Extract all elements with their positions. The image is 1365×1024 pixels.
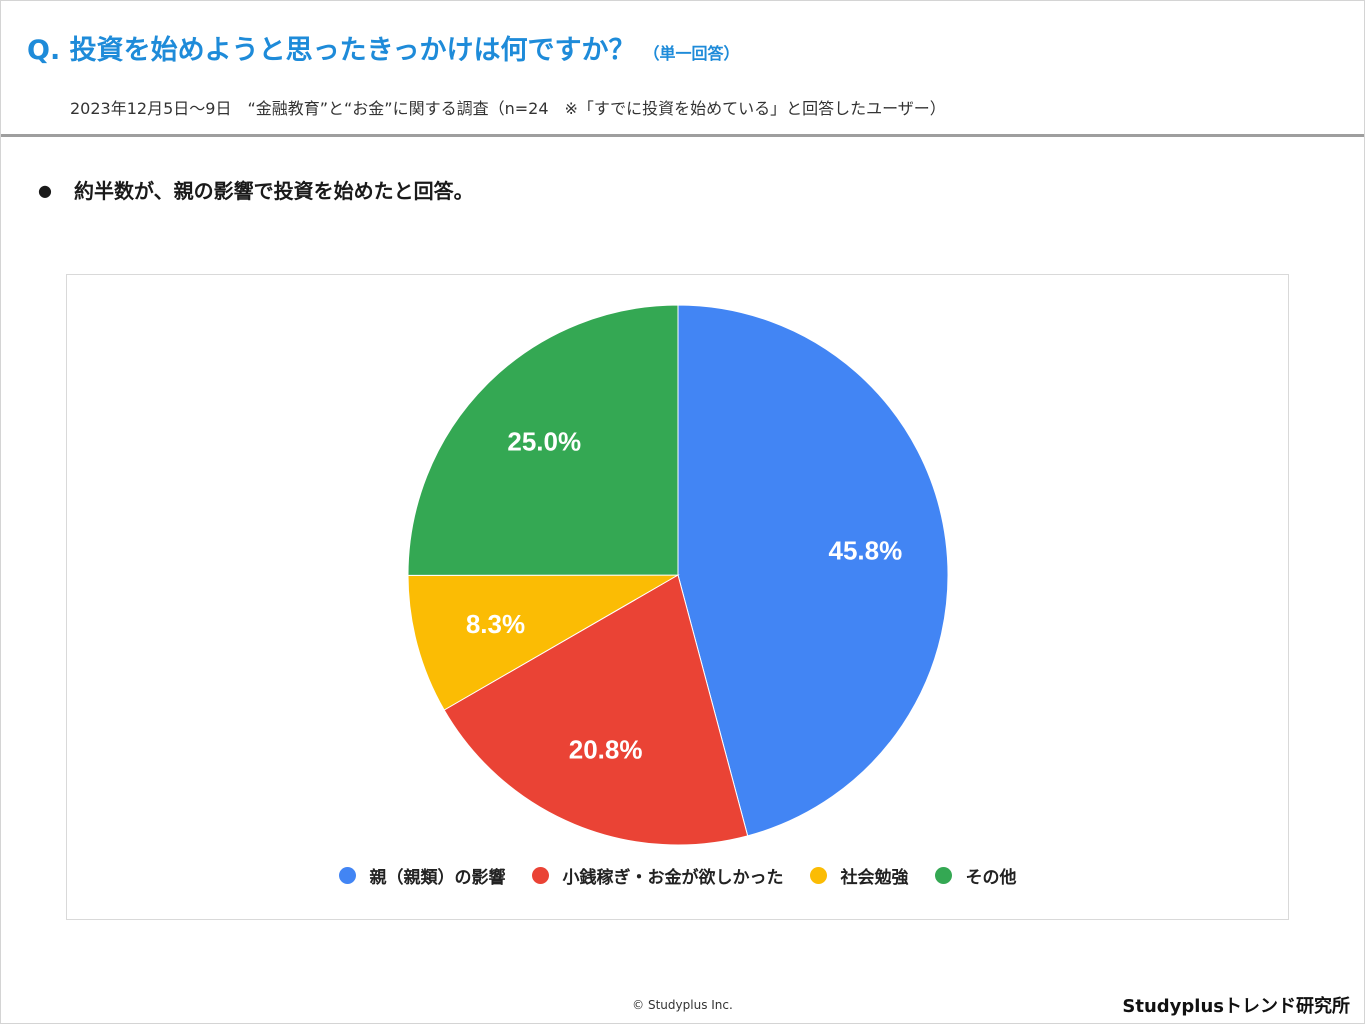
legend-item-1: 親（親類）の影響 [338,863,506,888]
legend-label-2: 小銭稼ぎ・お金が欲しかった [562,868,784,888]
legend-swatch-1 [338,867,356,884]
legend-label-4: その他 [965,868,1017,888]
slice-data-label-2: 20.8% [569,735,643,765]
question-title: Q. 投資を始めようと思ったきっかけは何ですか？ （単一回答） [27,28,740,67]
survey-info: 2023年12月5日～9日 “金融教育”と“お金”に関する調査（n=24 ※「す… [70,99,946,118]
legend-swatch-4 [934,867,952,884]
answer-type-note: （単一回答） [643,44,740,63]
copyright: © Studyplus Inc. [632,998,733,1012]
slice-data-label-3: 8.3% [466,609,525,639]
key-finding: ● 約半数が、親の影響で投資を始めたと回答。 [38,175,474,204]
chart-legend: 親（親類）の影響 小銭稼ぎ・お金が欲しかった 社会勉強 その他 [67,863,1288,888]
brand-logo-text: Studyplusトレンド研究所 [1122,996,1350,1017]
legend-swatch-2 [531,867,549,884]
legend-label-1: 親（親類）の影響 [369,868,506,888]
question-text: Q. 投資を始めようと思ったきっかけは何ですか？ [27,35,636,66]
pie-slice-4 [407,304,679,576]
slice-data-label-1: 45.8% [829,535,903,565]
legend-label-3: 社会勉強 [840,868,909,888]
pie-slice-2 [443,574,749,846]
pie-slice-3 [407,574,680,711]
pie-slice-1 [677,304,949,837]
legend-item-2: 小銭稼ぎ・お金が欲しかった [531,863,784,888]
legend-swatch-3 [809,867,827,884]
bullet-icon: ● [38,181,52,200]
pie-chart-svg: 45.8% 20.8% 8.3% 25.0% [407,304,949,846]
pie-chart: 45.8% 20.8% 8.3% 25.0% 親（親類）の影響 小銭稼ぎ・お金が欲しかっ… [66,274,1289,920]
legend-item-3: 社会勉強 [809,863,909,888]
finding-text: 約半数が、親の影響で投資を始めたと回答。 [73,179,474,203]
header-divider [1,134,1364,137]
slice-data-label-4: 25.0% [507,426,581,456]
legend-item-4: その他 [934,863,1017,888]
